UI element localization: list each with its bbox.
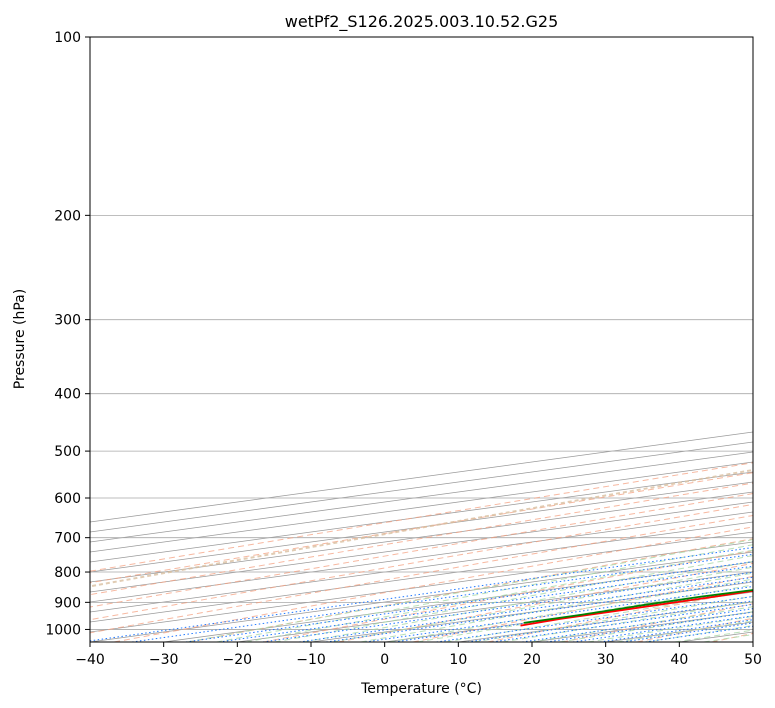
x-tick-label: 50 (744, 652, 762, 668)
isotherm-line (90, 491, 753, 583)
y-tick-label: 400 (54, 387, 81, 403)
y-tick-label: 200 (54, 208, 81, 224)
isotherm-line (90, 471, 753, 563)
moist-adiabat-line (445, 590, 753, 642)
moist-adiabat-line (245, 549, 753, 642)
moist-adiabat-line (388, 578, 753, 642)
x-tick-label: −40 (75, 652, 105, 668)
y-tick-label: 100 (54, 30, 81, 46)
moist-adiabat-line (417, 584, 753, 642)
chart-title: wetPf2_S126.2025.003.10.52.G25 (285, 12, 559, 32)
isotherm-line (90, 451, 753, 543)
y-tick-label: 1000 (45, 622, 81, 638)
y-tick-label: 800 (54, 565, 81, 581)
x-tick-label: −30 (149, 652, 179, 668)
isotherm-line (90, 461, 753, 553)
mixing-ratio-line (365, 585, 753, 642)
isotherm-line (90, 531, 753, 623)
x-tick-label: −10 (296, 652, 326, 668)
isotherm-line (90, 521, 753, 613)
x-tick-label: 0 (380, 652, 389, 668)
isotherm-line (90, 501, 753, 593)
moist-adiabat-line (473, 595, 753, 642)
dry-adiabats (90, 462, 753, 642)
y-axis-title: Pressure (hPa) (12, 289, 28, 389)
plot-frame (89, 36, 754, 643)
x-axis-title: Temperature (°C) (360, 681, 482, 697)
x-tick-label: 30 (597, 652, 615, 668)
moist-adiabat-line (332, 566, 753, 642)
y-axis-ticks: 100 200 300 400 500 600 700 800 900 1000 (45, 30, 90, 638)
moist-adiabat-line (187, 539, 753, 642)
y-tick-label: 700 (54, 531, 81, 547)
y-tick-label: 900 (54, 595, 81, 611)
y-tick-label: 500 (54, 444, 81, 460)
dry-adiabat-line (90, 503, 753, 621)
moist-adiabats (187, 539, 753, 642)
isotherm-line (90, 481, 753, 573)
dry-adiabat-line (90, 462, 753, 572)
x-tick-label: 10 (449, 652, 467, 668)
mixing-ratio-line (299, 576, 753, 642)
moist-adiabat-line (303, 560, 753, 642)
y-tick-label: 600 (54, 491, 81, 507)
x-tick-label: 20 (523, 652, 541, 668)
plot-area (90, 37, 753, 642)
y-tick-label: 300 (54, 313, 81, 329)
x-axis-ticks: −40 −30 −20 −10 0 10 20 30 40 50 (75, 642, 762, 668)
x-tick-label: −20 (223, 652, 253, 668)
dry-adiabat-line (90, 493, 753, 608)
x-tick-label: 40 (670, 652, 688, 668)
dry-adiabat-line (90, 514, 753, 634)
mixing-ratio-line (326, 580, 753, 642)
